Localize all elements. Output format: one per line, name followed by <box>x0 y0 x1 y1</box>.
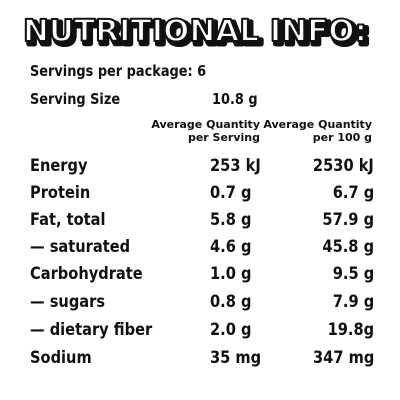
per-serving-value: 2.0 g <box>210 320 252 340</box>
serving-size-value: 10.8 g <box>212 90 258 108</box>
table-row: — saturated 4.6 g 45.8 g <box>0 237 400 263</box>
serving-size-label: Serving Size <box>30 90 121 108</box>
nutrient-name: Protein <box>30 183 91 203</box>
servings-per-package: Servings per package: 6 <box>30 62 206 80</box>
per-100g-value: 347 mg <box>312 348 374 368</box>
per-serving-value: 253 kJ <box>210 156 261 176</box>
per-100g-value: 19.8g <box>327 320 374 340</box>
per-100g-value: 6.7 g <box>332 183 374 203</box>
per-serving-value: 35 mg <box>210 348 262 368</box>
per-serving-value: 0.7 g <box>210 183 252 203</box>
table-row: Energy 253 kJ 2530 kJ <box>0 156 400 182</box>
page-title: NUTRITIONAL INFO: NUTRITIONAL INFO: <box>18 10 390 54</box>
column-header-per-100g: Average Quantity per 100 g <box>263 118 372 144</box>
per-100g-value: 7.9 g <box>332 292 374 312</box>
table-row: Carbohydrate 1.0 g 9.5 g <box>0 264 400 290</box>
servings-per-package-value: 6 <box>197 62 207 80</box>
column-header-per-100g-line-2: per 100 g <box>312 131 372 144</box>
table-row: Protein 0.7 g 6.7 g <box>0 183 400 209</box>
nutrient-name: Sodium <box>30 348 92 368</box>
column-header-per-serving: Average Quantity per Serving <box>151 118 260 144</box>
page-title-shadow: NUTRITIONAL INFO: <box>26 17 370 52</box>
per-serving-value: 0.8 g <box>210 292 252 312</box>
table-row: Fat, total 5.8 g 57.9 g <box>0 210 400 236</box>
nutrient-name: — dietary fiber <box>30 320 153 340</box>
nutrient-name: Carbohydrate <box>30 264 143 284</box>
per-serving-value: 4.6 g <box>210 237 252 257</box>
nutrient-name: — sugars <box>30 292 106 312</box>
nutrient-name: Energy <box>30 156 88 176</box>
per-100g-value: 2530 kJ <box>313 156 374 176</box>
table-row: — dietary fiber 2.0 g 19.8g <box>0 320 400 346</box>
table-row: Sodium 35 mg 347 mg <box>0 348 400 374</box>
per-100g-value: 9.5 g <box>332 264 374 284</box>
nutrient-name: — saturated <box>30 237 131 257</box>
per-100g-value: 45.8 g <box>322 237 374 257</box>
per-serving-value: 1.0 g <box>210 264 252 284</box>
nutrient-name: Fat, total <box>30 210 106 230</box>
column-header-per-serving-line-2: per Serving <box>187 131 260 144</box>
per-serving-value: 5.8 g <box>210 210 252 230</box>
column-header-per-100g-line-1: Average Quantity <box>263 118 372 131</box>
page-title-text: NUTRITIONAL INFO: <box>23 14 367 49</box>
column-header-per-serving-line-1: Average Quantity <box>151 118 260 131</box>
servings-per-package-label: Servings per package: <box>30 62 193 80</box>
table-row: — sugars 0.8 g 7.9 g <box>0 292 400 318</box>
per-100g-value: 57.9 g <box>322 210 374 230</box>
